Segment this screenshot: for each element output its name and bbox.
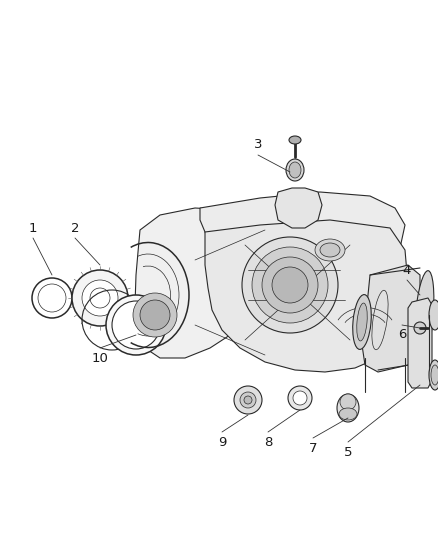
Ellipse shape — [315, 239, 345, 261]
Text: 8: 8 — [264, 435, 272, 448]
Circle shape — [288, 386, 312, 410]
Ellipse shape — [431, 365, 438, 385]
Circle shape — [272, 267, 308, 303]
Ellipse shape — [339, 408, 357, 420]
Circle shape — [106, 295, 166, 355]
Polygon shape — [200, 192, 405, 280]
Ellipse shape — [286, 159, 304, 181]
Ellipse shape — [289, 162, 301, 178]
Circle shape — [112, 301, 160, 349]
Ellipse shape — [340, 394, 356, 410]
Ellipse shape — [429, 360, 438, 390]
Circle shape — [72, 270, 128, 326]
Text: 6: 6 — [398, 328, 406, 342]
Circle shape — [262, 257, 318, 313]
Ellipse shape — [357, 303, 367, 341]
Ellipse shape — [337, 394, 359, 422]
Ellipse shape — [429, 300, 438, 330]
Circle shape — [240, 392, 256, 408]
Text: 1: 1 — [29, 222, 37, 235]
Text: 4: 4 — [403, 263, 411, 277]
Ellipse shape — [320, 243, 340, 257]
Text: 9: 9 — [218, 435, 226, 448]
Ellipse shape — [353, 295, 371, 350]
Text: 10: 10 — [92, 351, 109, 365]
Polygon shape — [275, 188, 322, 228]
Ellipse shape — [414, 271, 434, 365]
Text: 3: 3 — [254, 139, 262, 151]
Circle shape — [234, 386, 262, 414]
Polygon shape — [205, 220, 408, 372]
Ellipse shape — [289, 136, 301, 144]
Polygon shape — [135, 208, 268, 358]
Text: 5: 5 — [344, 446, 352, 458]
Circle shape — [140, 300, 170, 330]
Circle shape — [242, 237, 338, 333]
Text: 7: 7 — [309, 441, 317, 455]
Polygon shape — [362, 265, 420, 372]
Polygon shape — [408, 298, 432, 388]
Circle shape — [293, 391, 307, 405]
Circle shape — [252, 247, 328, 323]
Circle shape — [133, 293, 177, 337]
Text: 2: 2 — [71, 222, 79, 235]
Circle shape — [82, 280, 118, 316]
Circle shape — [244, 396, 252, 404]
Circle shape — [414, 322, 426, 334]
